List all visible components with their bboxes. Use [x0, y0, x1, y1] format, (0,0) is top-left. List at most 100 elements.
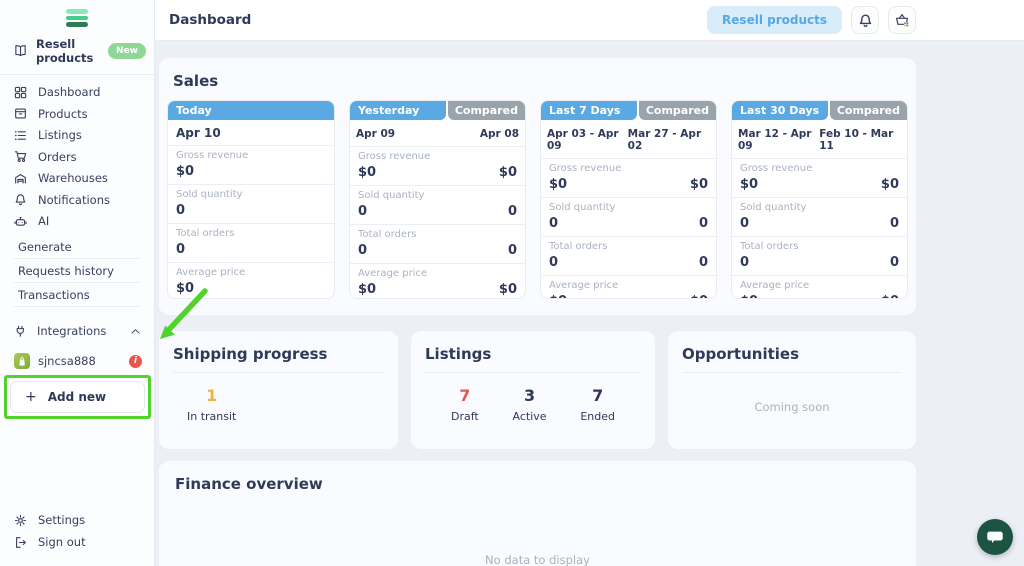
basket-extension-button[interactable]: [888, 6, 916, 34]
compare-value: $0: [498, 165, 517, 180]
sales-card-header: Last 7 Days Compared to: [541, 101, 716, 136]
sidebar-item-label: Warehouses: [38, 171, 108, 186]
sidebar-item-settings[interactable]: Settings: [0, 509, 154, 531]
stat-label: Total orders: [740, 241, 799, 252]
date-value: Apr 10: [176, 126, 221, 140]
card-divider: [682, 372, 902, 373]
stat-gross-revenue: Gross revenue $0 $0: [541, 158, 716, 197]
sidebar-item-notifications[interactable]: Notifications: [0, 189, 154, 211]
alert-badge: i: [129, 354, 142, 368]
stat-label: Average price: [358, 268, 428, 279]
shipping-progress-card: Shipping progress 1 In transit: [159, 331, 398, 449]
sidebar-subnav: Generate Requests history Transactions: [0, 236, 154, 308]
sidebar-item-label: Products: [38, 106, 88, 121]
stat-value: 0: [740, 216, 750, 231]
stat-total-orders: Total orders 0: [168, 223, 334, 262]
robot-icon: [14, 216, 27, 226]
plus-icon: +: [25, 389, 37, 405]
dashboard-icon: [14, 86, 27, 99]
sidebar-spacer: [0, 419, 154, 509]
listings-card: Listings 7 Draft 3 Active 7 E: [411, 331, 655, 449]
sidebar-item-transactions[interactable]: Transactions: [0, 284, 154, 305]
compare-value: 0: [507, 204, 517, 219]
listings-stats: 7 Draft 3 Active 7 Ended: [425, 373, 641, 423]
stat-label: Total orders: [176, 228, 235, 239]
chat-widget-button[interactable]: [977, 519, 1013, 555]
sidebar-divider: [14, 306, 140, 307]
compare-value: $0: [880, 177, 899, 192]
compare-value: 0: [889, 216, 899, 231]
compare-value: 0: [698, 255, 708, 270]
sales-card-last-30-days: Last 30 Days Compared to Mar 12 - Apr 09…: [731, 100, 908, 299]
sidebar-item-label: Integrations: [37, 324, 107, 338]
sidebar-item-generate[interactable]: Generate: [0, 236, 154, 257]
notifications-button[interactable]: [851, 6, 879, 34]
sidebar-item-shopify-account[interactable]: sjncsa888 i: [0, 351, 154, 371]
sidebar-item-label: Dashboard: [38, 85, 101, 100]
date-value: Apr 03 - Apr 09: [547, 128, 619, 152]
sidebar-item-integrations[interactable]: Integrations: [0, 320, 154, 342]
sidebar-item-label: Resell products: [36, 36, 94, 65]
stat-label: Average price: [176, 267, 246, 278]
ended-stat: 7 Ended: [580, 386, 615, 423]
sidebar-item-label: Generate: [18, 239, 72, 254]
stat-sold-quantity: Sold quantity 0: [168, 184, 334, 223]
stat-label: Gross revenue: [358, 151, 431, 162]
stat-label: Total orders: [358, 229, 417, 240]
stat-label: Sold quantity: [549, 202, 616, 213]
compare-value: $0: [498, 282, 517, 297]
stat-label: Sold quantity: [740, 202, 807, 213]
sidebar-item-sign-out[interactable]: Sign out: [0, 531, 154, 553]
shopify-icon: [14, 353, 30, 369]
date-row: Apr 03 - Apr 09 Mar 27 - Apr 02: [541, 120, 716, 158]
sidebar-nav: Dashboard Products Listings Orders Wareh…: [0, 75, 154, 233]
sidebar-item-requests-history[interactable]: Requests history: [0, 260, 154, 281]
date-value: Apr 09: [356, 128, 396, 140]
sidebar-item-dashboard[interactable]: Dashboard: [0, 82, 154, 104]
warehouse-icon: [15, 173, 26, 184]
chevron-up-icon[interactable]: [130, 326, 141, 337]
compare-value: $0: [881, 294, 899, 298]
no-data-text: No data to display: [485, 553, 590, 566]
compare-chip: Compared to: [639, 101, 716, 136]
page-title: Dashboard: [169, 12, 252, 28]
compare-value: 0: [889, 255, 899, 270]
sidebar-item-ai[interactable]: AI: [0, 211, 154, 233]
stat-value: $0: [549, 294, 567, 298]
stat-value: $0: [358, 165, 377, 180]
stat-gross-revenue: Gross revenue $0 $0: [732, 158, 907, 197]
stat-label: In transit: [187, 410, 237, 423]
products-icon: [15, 108, 26, 119]
stat-value: 0: [358, 243, 368, 258]
card-divider: [425, 372, 641, 373]
stat-total-orders: Total orders 0 0: [732, 236, 907, 275]
sidebar-item-resell-products[interactable]: Resell products New: [0, 27, 154, 74]
draft-stat: 7 Draft: [451, 386, 479, 423]
sales-card-header: Yesterday Compared to: [350, 101, 525, 136]
bell-icon: [15, 194, 26, 206]
stat-value: 0: [358, 204, 368, 219]
finance-title: Finance overview: [175, 475, 323, 493]
period-chip: Last 30 Days: [732, 101, 829, 120]
stat-value: $0: [740, 294, 758, 298]
topbar: Dashboard Resell products: [155, 0, 1024, 41]
stat-label: Average price: [740, 280, 810, 291]
sidebar-item-listings[interactable]: Listings: [0, 125, 154, 147]
add-new-button[interactable]: + Add new: [10, 381, 145, 413]
main-area: Dashboard Resell products: [155, 0, 1024, 566]
date-row: Apr 10: [168, 120, 334, 145]
sidebar-item-orders[interactable]: Orders: [0, 146, 154, 168]
sidebar-item-label: Orders: [38, 149, 77, 164]
chat-bubble-icon: [987, 531, 1003, 543]
sales-panel: Sales Today Apr 10 Gross revenue $0: [159, 58, 916, 315]
stat-sold-quantity: Sold quantity 0 0: [541, 197, 716, 236]
stat-label: Gross revenue: [549, 163, 622, 174]
stat-value: 0: [549, 216, 559, 231]
sidebar-item-products[interactable]: Products: [0, 103, 154, 125]
stat-value: 3: [523, 386, 536, 405]
sidebar-item-warehouses[interactable]: Warehouses: [0, 168, 154, 190]
resell-products-button[interactable]: Resell products: [707, 6, 842, 34]
sidebar-item-label: Notifications: [38, 192, 110, 207]
date-row: Mar 12 - Apr 09 Feb 10 - Mar 11: [732, 120, 907, 158]
